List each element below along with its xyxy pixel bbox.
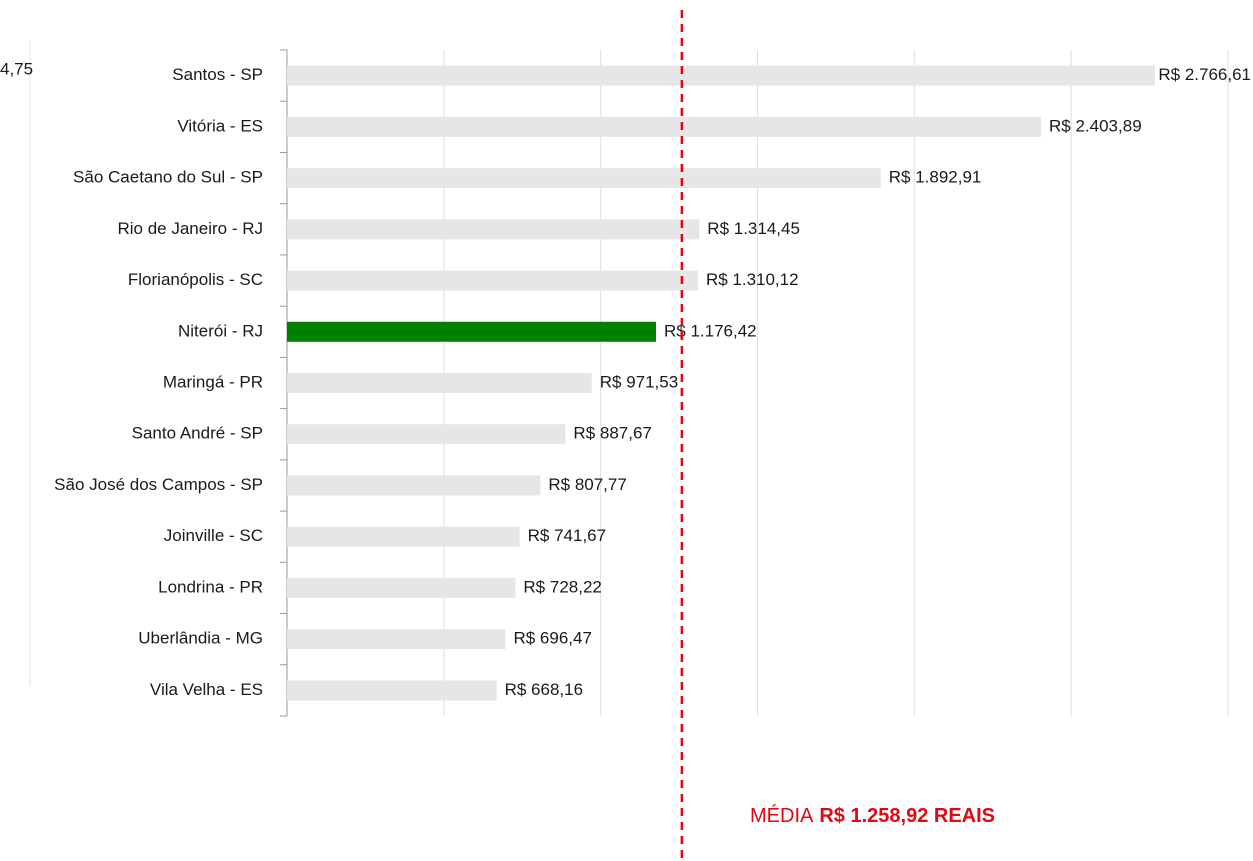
bar (287, 270, 698, 291)
y-tick-label: Santos - SP (172, 65, 263, 84)
mean-prefix: MÉDIA (750, 804, 814, 827)
y-tick-label: Joinville - SC (164, 526, 263, 545)
value-label: R$ 696,47 (513, 629, 591, 648)
value-label: R$ 728,22 (523, 577, 601, 596)
value-label: R$ 887,67 (573, 424, 651, 443)
value-label: R$ 1.892,91 (889, 168, 982, 187)
value-label: R$ 2.403,89 (1049, 116, 1142, 135)
bar (287, 168, 881, 189)
y-tick-label: Londrina - PR (158, 577, 263, 596)
bar (287, 629, 506, 650)
y-tick-label: São Caetano do Sul - SP (73, 168, 263, 187)
y-tick-label: Vitória - ES (177, 116, 263, 135)
value-label: R$ 1.310,12 (706, 270, 799, 289)
y-tick-label: Uberlândia - MG (138, 629, 263, 648)
value-label: R$ 741,67 (528, 526, 606, 545)
y-tick-label: Niterói - RJ (178, 321, 263, 340)
bar (287, 680, 497, 701)
mean-label: MÉDIA R$ 1.258,92 REAIS (750, 804, 995, 827)
bar (287, 577, 516, 598)
bar (287, 219, 700, 240)
value-label: R$ 971,53 (600, 372, 678, 391)
bar (287, 424, 566, 445)
bar (287, 65, 1155, 86)
value-label: R$ 807,77 (548, 475, 626, 494)
y-tick-label: Santo André - SP (132, 424, 263, 443)
annotation: 4,75 (0, 59, 33, 78)
mean-value: R$ 1.258,92 REAIS (819, 805, 995, 827)
value-label: R$ 668,16 (505, 680, 583, 699)
value-label: R$ 1.176,42 (664, 321, 757, 340)
bar (287, 526, 520, 547)
bar (287, 116, 1042, 137)
value-label: R$ 2.766,61 (1158, 65, 1251, 84)
bar (287, 475, 541, 496)
bar (287, 321, 657, 342)
y-tick-label: Vila Velha - ES (150, 680, 263, 699)
bar (287, 373, 592, 393)
y-tick-label: Rio de Janeiro - RJ (117, 219, 263, 238)
y-tick-label: São José dos Campos - SP (54, 475, 263, 494)
y-tick-label: Florianópolis - SC (128, 270, 263, 289)
value-label: R$ 1.314,45 (707, 219, 800, 238)
y-tick-label: Maringá - PR (163, 372, 263, 391)
